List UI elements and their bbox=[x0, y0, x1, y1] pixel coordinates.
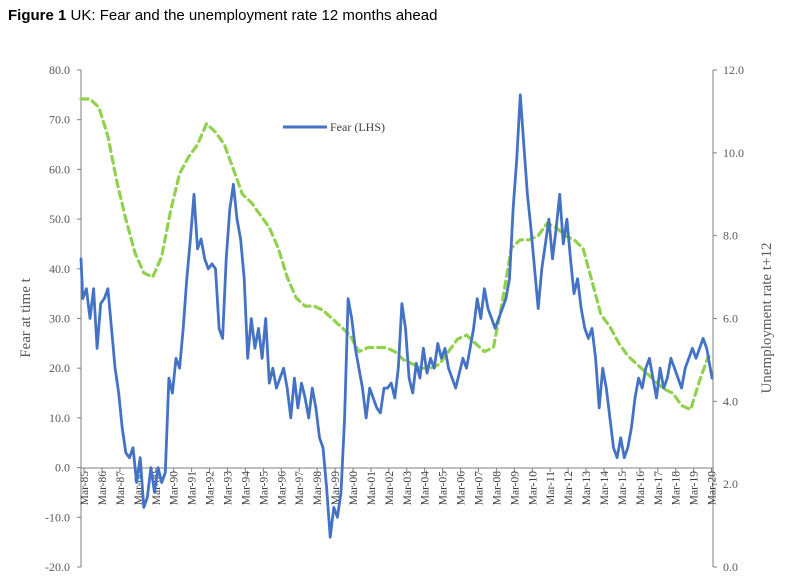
left-tick-label: 10.0 bbox=[49, 411, 70, 425]
x-tick-label: Mar-02 bbox=[384, 471, 396, 506]
left-axis-ticks: 80.0 70.0 60.0 50.0 40.0 30.0 20.0 10.0 0.0 -10.0… bbox=[45, 63, 81, 574]
x-tick-label: Mar-04 bbox=[420, 471, 432, 506]
x-tick-label: Mar-09 bbox=[509, 471, 521, 506]
figure-title-text: UK: Fear and the unemployment rate 12 mo… bbox=[70, 7, 438, 24]
x-tick-label: Mar-15 bbox=[617, 471, 629, 506]
left-tick-label: 60.0 bbox=[49, 162, 70, 176]
x-tick-label: Mar-20 bbox=[707, 471, 719, 506]
right-tick-label: 6.0 bbox=[723, 312, 738, 326]
left-tick-label: -10.0 bbox=[45, 510, 70, 524]
y-axis-label-left: Fear at time t bbox=[18, 277, 34, 357]
x-axis-ticks: Mar-85 Mar-86 Mar-87 Mar-88 Mar-89 Mar-90 Mar-… bbox=[79, 468, 719, 505]
right-tick-label: 2.0 bbox=[723, 477, 738, 491]
x-tick-label: Mar-07 bbox=[473, 471, 485, 506]
x-tick-label: Mar-85 bbox=[79, 471, 91, 506]
x-tick-label: Mar-93 bbox=[222, 471, 234, 506]
x-tick-label: Mar-92 bbox=[205, 471, 217, 506]
x-tick-label: Mar-13 bbox=[581, 471, 593, 506]
right-axis-ticks: 12.0 10.0 8.0 6.0 4.0 2.0 0.0 bbox=[713, 63, 744, 574]
x-tick-label: Mar-95 bbox=[258, 471, 270, 506]
legend-label-fear: Fear (LHS) bbox=[330, 120, 385, 134]
x-tick-label: Mar-12 bbox=[563, 471, 575, 506]
left-tick-label: -20.0 bbox=[45, 560, 70, 574]
x-tick-label: Mar-17 bbox=[653, 471, 665, 506]
right-tick-label: 4.0 bbox=[723, 394, 738, 408]
left-tick-label: 80.0 bbox=[49, 63, 70, 77]
x-tick-label: Mar-05 bbox=[438, 471, 450, 506]
left-tick-label: 20.0 bbox=[49, 361, 70, 375]
series-layer bbox=[79, 93, 714, 539]
fear-line bbox=[79, 93, 714, 539]
x-tick-label: Mar-96 bbox=[276, 471, 288, 506]
legend: Fear (LHS) bbox=[283, 120, 385, 134]
x-tick-label: Mar-00 bbox=[348, 471, 360, 506]
left-tick-label: 50.0 bbox=[49, 212, 70, 226]
x-tick-label: Mar-91 bbox=[187, 471, 199, 506]
x-tick-label: Mar-08 bbox=[491, 471, 503, 506]
x-tick-label: Mar-16 bbox=[635, 471, 647, 506]
x-tick-label: Mar-10 bbox=[527, 471, 539, 506]
right-tick-label: 8.0 bbox=[723, 229, 738, 243]
left-tick-label: 70.0 bbox=[49, 113, 70, 127]
left-tick-label: 40.0 bbox=[49, 262, 70, 276]
x-tick-label: Mar-06 bbox=[456, 471, 468, 506]
y-axis-label-right: Unemployment rate t+12 bbox=[759, 243, 775, 394]
left-tick-label: 0.0 bbox=[55, 461, 70, 475]
x-tick-label: Mar-14 bbox=[599, 471, 611, 506]
x-tick-label: Mar-97 bbox=[294, 471, 306, 506]
x-tick-label: Mar-90 bbox=[169, 471, 181, 506]
left-tick-label: 30.0 bbox=[49, 312, 70, 326]
x-tick-label: Mar-87 bbox=[115, 471, 127, 506]
x-tick-label: Mar-11 bbox=[545, 471, 557, 505]
figure-title: Figure 1 UK: Fear and the unemployment r… bbox=[8, 7, 437, 24]
x-tick-label: Mar-18 bbox=[671, 471, 683, 506]
right-tick-label: 10.0 bbox=[723, 146, 744, 160]
x-tick-label: Mar-94 bbox=[240, 471, 252, 506]
x-tick-label: Mar-98 bbox=[312, 471, 324, 506]
x-tick-label: Mar-03 bbox=[402, 471, 414, 506]
x-tick-label: Mar-19 bbox=[689, 471, 701, 506]
x-tick-label: Mar-86 bbox=[97, 471, 109, 506]
right-tick-label: 0.0 bbox=[723, 560, 738, 574]
right-tick-label: 12.0 bbox=[723, 63, 744, 77]
x-tick-label: Mar-01 bbox=[366, 471, 378, 506]
figure-label: Figure 1 bbox=[8, 7, 67, 24]
